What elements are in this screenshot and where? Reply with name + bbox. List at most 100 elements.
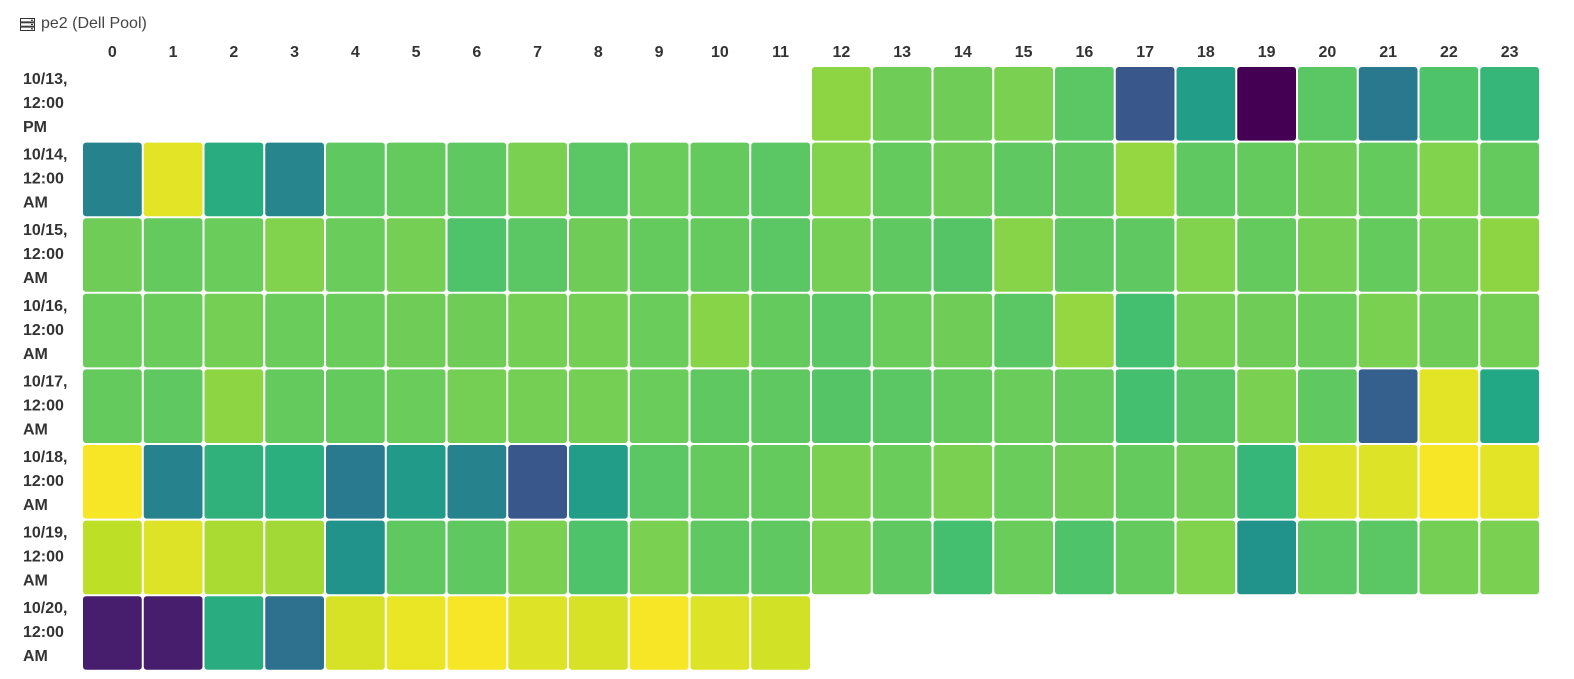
heatmap-cell[interactable] [1419,293,1479,368]
heatmap-cell[interactable] [1358,520,1418,595]
heatmap-cell[interactable] [690,142,750,217]
heatmap-cell[interactable] [1115,67,1175,141]
heatmap-cell[interactable] [508,369,567,443]
heatmap-cell[interactable] [265,369,324,443]
heatmap-cell[interactable] [447,142,507,217]
heatmap-cell[interactable] [1176,520,1236,595]
heatmap-cell[interactable] [812,293,871,368]
heatmap-cell[interactable] [386,142,446,217]
heatmap-cell[interactable] [1419,67,1479,141]
heatmap-cell[interactable] [690,596,750,670]
heatmap-cell[interactable] [265,596,324,670]
heatmap-cell[interactable] [1115,293,1175,368]
heatmap-cell[interactable] [1298,293,1357,368]
heatmap-cell[interactable] [326,445,385,519]
heatmap-cell[interactable] [447,218,507,292]
heatmap-cell[interactable] [386,596,446,670]
heatmap-cell[interactable] [326,142,385,217]
heatmap-cell[interactable] [1237,445,1296,519]
heatmap-cell[interactable] [1298,445,1357,519]
heatmap-cell[interactable] [83,520,142,595]
heatmap-cell[interactable] [1237,218,1296,292]
heatmap-cell[interactable] [812,445,871,519]
heatmap-cell[interactable] [569,218,628,292]
heatmap-cell[interactable] [1358,218,1418,292]
heatmap-cell[interactable] [1055,445,1114,519]
heatmap-cell[interactable] [1176,445,1236,519]
heatmap-cell[interactable] [994,520,1053,595]
heatmap-cell[interactable] [386,218,446,292]
heatmap-cell[interactable] [508,596,567,670]
heatmap-cell[interactable] [812,218,871,292]
heatmap-cell[interactable] [812,520,871,595]
heatmap-cell[interactable] [1115,369,1175,443]
heatmap-cell[interactable] [872,142,932,217]
heatmap-cell[interactable] [933,369,993,443]
heatmap-cell[interactable] [204,142,264,217]
heatmap-cell[interactable] [326,520,385,595]
heatmap-cell[interactable] [812,142,871,217]
heatmap-cell[interactable] [1419,445,1479,519]
heatmap-cell[interactable] [1055,520,1114,595]
heatmap-cell[interactable] [1419,218,1479,292]
heatmap-cell[interactable] [1419,520,1479,595]
heatmap-cell[interactable] [447,445,507,519]
heatmap-cell[interactable] [1115,445,1175,519]
heatmap-cell[interactable] [204,520,264,595]
heatmap-cell[interactable] [265,520,324,595]
heatmap-cell[interactable] [751,142,810,217]
heatmap-cell[interactable] [1298,67,1357,141]
heatmap-cell[interactable] [1237,369,1296,443]
heatmap-cell[interactable] [1237,67,1296,141]
heatmap-cell[interactable] [751,218,810,292]
heatmap-cell[interactable] [83,218,142,292]
heatmap-cell[interactable] [994,218,1053,292]
heatmap-cell[interactable] [1358,445,1418,519]
heatmap-cell[interactable] [143,445,203,519]
heatmap-cell[interactable] [265,445,324,519]
heatmap-cell[interactable] [629,445,689,519]
heatmap-cell[interactable] [326,596,385,670]
heatmap-cell[interactable] [326,218,385,292]
heatmap-cell[interactable] [751,445,810,519]
heatmap-cell[interactable] [204,293,264,368]
heatmap-cell[interactable] [569,293,628,368]
heatmap-cell[interactable] [872,293,932,368]
heatmap-cell[interactable] [1298,369,1357,443]
heatmap-cell[interactable] [386,293,446,368]
heatmap-cell[interactable] [629,142,689,217]
heatmap-cell[interactable] [751,520,810,595]
heatmap-cell[interactable] [751,596,810,670]
heatmap-cell[interactable] [1358,142,1418,217]
heatmap-cell[interactable] [629,596,689,670]
heatmap-cell[interactable] [508,445,567,519]
heatmap-cell[interactable] [1298,218,1357,292]
heatmap-cell[interactable] [1480,369,1539,443]
heatmap-cell[interactable] [1480,67,1539,141]
heatmap-cell[interactable] [1176,369,1236,443]
heatmap-cell[interactable] [447,520,507,595]
heatmap-cell[interactable] [1480,520,1539,595]
heatmap-cell[interactable] [508,142,567,217]
heatmap-cell[interactable] [1419,369,1479,443]
heatmap-cell[interactable] [83,293,142,368]
heatmap-cell[interactable] [83,596,142,670]
heatmap-cell[interactable] [690,520,750,595]
heatmap-cell[interactable] [1176,293,1236,368]
heatmap-cell[interactable] [265,142,324,217]
heatmap-cell[interactable] [143,293,203,368]
heatmap-cell[interactable] [1237,142,1296,217]
heatmap-cell[interactable] [1298,142,1357,217]
heatmap-cell[interactable] [386,445,446,519]
heatmap-cell[interactable] [265,293,324,368]
heatmap-cell[interactable] [386,520,446,595]
heatmap-cell[interactable] [994,142,1053,217]
heatmap-cell[interactable] [690,293,750,368]
heatmap-cell[interactable] [1055,67,1114,141]
heatmap-cell[interactable] [933,445,993,519]
heatmap-cell[interactable] [1115,142,1175,217]
heatmap-cell[interactable] [933,67,993,141]
heatmap-cell[interactable] [447,596,507,670]
heatmap-cell[interactable] [83,142,142,217]
heatmap-cell[interactable] [204,218,264,292]
